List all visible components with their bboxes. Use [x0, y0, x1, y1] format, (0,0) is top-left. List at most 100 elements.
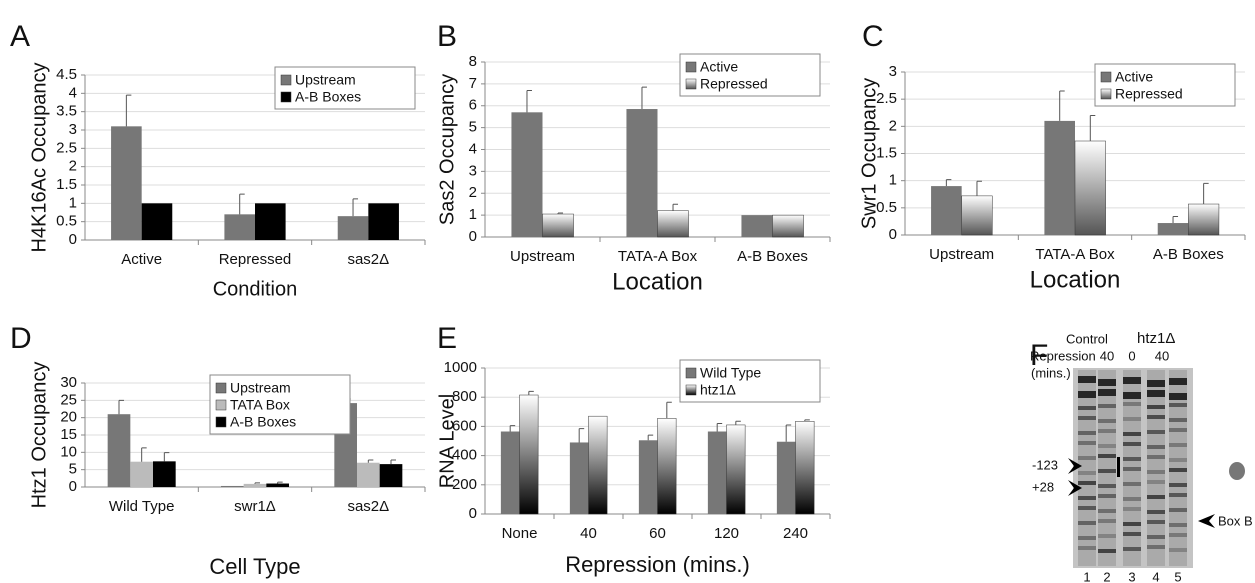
- bar: [111, 126, 142, 240]
- gel-band: [1147, 495, 1165, 499]
- error-bar: [1090, 115, 1095, 141]
- error-bar: [717, 423, 722, 431]
- gel-band: [1147, 415, 1165, 419]
- bar: [1044, 121, 1075, 235]
- bar: [543, 214, 574, 237]
- error-bar: [126, 95, 131, 126]
- y-tick-label: 0: [469, 505, 477, 522]
- gel-band: [1078, 406, 1096, 410]
- gel-band: [1098, 509, 1116, 513]
- y-tick-label: 4: [69, 84, 77, 101]
- bar: [520, 395, 539, 514]
- gel-band: [1147, 430, 1165, 434]
- gel-band: [1123, 497, 1141, 501]
- bar: [796, 421, 815, 514]
- x-tick-label: Repressed: [219, 251, 292, 268]
- lane-number: 1: [1083, 569, 1090, 583]
- bar: [244, 484, 267, 487]
- gel-band: [1078, 521, 1096, 525]
- gel-band: [1098, 484, 1116, 488]
- legend-label: Active: [700, 59, 738, 75]
- legend-label: TATA Box: [230, 397, 290, 413]
- y-tick-label: 2.5: [56, 139, 77, 156]
- y-tick-label: 600: [452, 417, 477, 434]
- y-tick-label: 200: [452, 476, 477, 493]
- gel-band: [1169, 428, 1187, 432]
- gel-band: [1169, 458, 1187, 462]
- gel-band: [1098, 379, 1116, 386]
- panel-label: B: [437, 20, 457, 53]
- y-tick-label: 4: [469, 140, 477, 157]
- x-tick-label: Active: [121, 251, 162, 268]
- gel-band: [1078, 481, 1096, 485]
- gel-band: [1169, 418, 1187, 422]
- error-bar: [529, 391, 534, 395]
- x-tick-label: None: [502, 525, 538, 542]
- gel-band: [1078, 376, 1096, 383]
- y-tick-label: 10: [60, 443, 77, 460]
- y-tick-label: 5: [469, 119, 477, 136]
- error-bar: [368, 460, 373, 463]
- panel-label: C: [862, 20, 884, 53]
- x-tick-label: 240: [783, 525, 808, 542]
- y-axis-label: RNA Level: [436, 394, 458, 489]
- gel-band: [1169, 493, 1187, 497]
- gel-band: [1078, 506, 1096, 510]
- legend-label: A-B Boxes: [295, 89, 361, 105]
- legend-label: A-B Boxes: [230, 414, 296, 430]
- error-bar: [667, 402, 672, 418]
- x-axis-label: Location: [1030, 266, 1121, 293]
- error-bar: [278, 482, 283, 483]
- gel-dot: [1229, 462, 1245, 480]
- error-bar: [673, 204, 678, 211]
- x-tick-label: Upstream: [929, 246, 994, 263]
- y-tick-label: 2: [69, 158, 77, 175]
- x-tick-label: swr1Δ: [234, 498, 276, 515]
- legend-swatch: [686, 62, 696, 72]
- y-tick-label: 30: [60, 374, 77, 391]
- gel-band: [1123, 482, 1141, 486]
- bar: [931, 186, 962, 235]
- gel-band: [1098, 444, 1116, 448]
- gel-band: [1169, 523, 1187, 527]
- x-tick-label: TATA-A Box: [1035, 246, 1115, 263]
- gel-band: [1147, 545, 1165, 549]
- gel-band: [1078, 431, 1096, 435]
- gel-band: [1123, 457, 1141, 461]
- gel-band: [1078, 536, 1096, 540]
- gel-band: [1078, 546, 1096, 550]
- y-tick-label: 8: [469, 53, 477, 70]
- bar: [727, 425, 746, 514]
- y-tick-label: 4.5: [56, 66, 77, 83]
- row-label: Repression: [1030, 348, 1096, 363]
- gel-band: [1078, 471, 1096, 475]
- lane-number: 5: [1174, 569, 1181, 583]
- gel-band: [1147, 470, 1165, 474]
- bar: [130, 462, 153, 487]
- gel-band: [1098, 494, 1116, 498]
- x-axis-label: Repression (mins.): [565, 552, 750, 577]
- bar: [1188, 204, 1219, 235]
- gel-band: [1123, 547, 1141, 551]
- error-bar: [142, 448, 147, 462]
- gel-band: [1147, 535, 1165, 539]
- y-tick-label: 15: [60, 426, 77, 443]
- y-axis-label: H4K16Ac Occupancy: [28, 62, 50, 252]
- gel-band: [1098, 454, 1116, 458]
- x-axis-label: Cell Type: [209, 554, 300, 579]
- bar: [153, 461, 176, 487]
- gel-band: [1098, 429, 1116, 433]
- gel-band: [1078, 456, 1096, 460]
- bar: [741, 215, 772, 237]
- y-tick-label: 1: [889, 172, 897, 189]
- gel-band: [1123, 402, 1141, 406]
- y-tick-label: 800: [452, 388, 477, 405]
- y-tick-label: 3: [889, 63, 897, 80]
- bar: [368, 203, 399, 240]
- x-tick-label: Wild Type: [109, 498, 175, 515]
- bar: [626, 109, 657, 237]
- y-tick-label: 0: [469, 228, 477, 245]
- error-bar: [119, 400, 124, 414]
- legend-label: Upstream: [230, 380, 291, 396]
- bar: [1075, 141, 1106, 235]
